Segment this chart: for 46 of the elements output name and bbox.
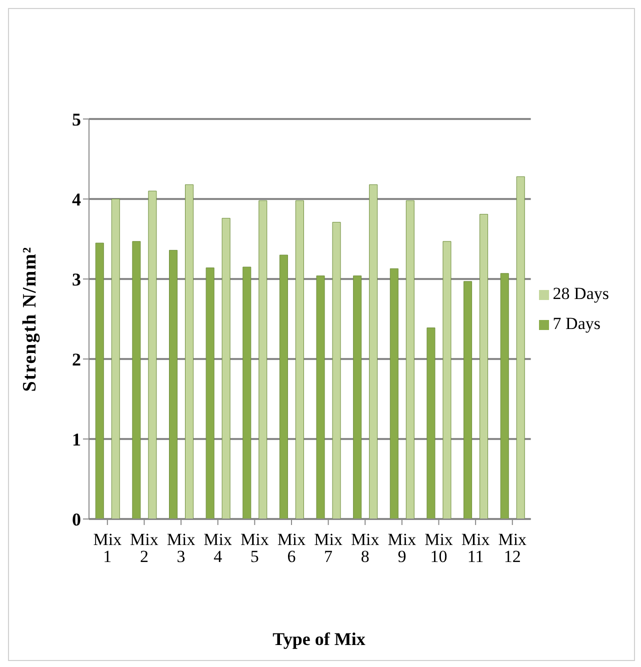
y-tick-label: 2 bbox=[72, 349, 81, 370]
x-tick-label: Mix 6 bbox=[277, 530, 306, 566]
bar bbox=[390, 268, 398, 519]
bar bbox=[95, 242, 104, 519]
y-axis-title: Strength N/mm² bbox=[20, 246, 41, 392]
legend-label: 7 Days bbox=[552, 314, 600, 333]
bar bbox=[500, 273, 509, 519]
bar bbox=[316, 276, 325, 519]
bar bbox=[279, 254, 288, 519]
y-tick-label: 5 bbox=[72, 109, 81, 130]
bar bbox=[242, 266, 252, 519]
bar bbox=[369, 184, 378, 519]
bar bbox=[406, 200, 414, 519]
x-tick-label: Mix 10 bbox=[424, 530, 454, 566]
y-tick-label: 1 bbox=[72, 429, 81, 450]
bar bbox=[426, 328, 436, 519]
y-tick-label: 3 bbox=[72, 269, 81, 290]
x-tick-label: Mix 11 bbox=[461, 530, 490, 566]
bar bbox=[480, 214, 488, 519]
x-tick-label: Mix 4 bbox=[204, 530, 233, 566]
x-tick-label: Mix 1 bbox=[93, 530, 122, 566]
x-tick-label: Mix 3 bbox=[166, 530, 196, 566]
bar bbox=[206, 268, 214, 519]
bar bbox=[111, 198, 120, 519]
bar bbox=[353, 276, 362, 519]
bar bbox=[185, 184, 194, 519]
x-tick-label: Mix 12 bbox=[498, 530, 528, 566]
x-axis-title: Type of Mix bbox=[272, 629, 366, 650]
x-tick-label: Mix 2 bbox=[130, 530, 159, 566]
bar bbox=[442, 241, 452, 519]
y-tick-label: 4 bbox=[72, 189, 81, 210]
bar bbox=[169, 250, 178, 519]
bar bbox=[516, 176, 525, 519]
x-tick-label: Mix 7 bbox=[314, 530, 343, 566]
y-tick-label: 0 bbox=[72, 509, 81, 530]
bar bbox=[148, 190, 157, 519]
legend-label: 28 Days bbox=[552, 284, 609, 303]
bar bbox=[222, 218, 230, 519]
bar bbox=[258, 200, 268, 519]
x-tick-label: Mix 9 bbox=[388, 530, 417, 566]
x-tick-label: Mix 5 bbox=[240, 530, 270, 566]
bar bbox=[464, 281, 472, 519]
bar bbox=[295, 200, 304, 519]
x-tick-label: Mix 8 bbox=[350, 530, 380, 566]
bar bbox=[132, 241, 141, 519]
bar bbox=[332, 222, 341, 519]
